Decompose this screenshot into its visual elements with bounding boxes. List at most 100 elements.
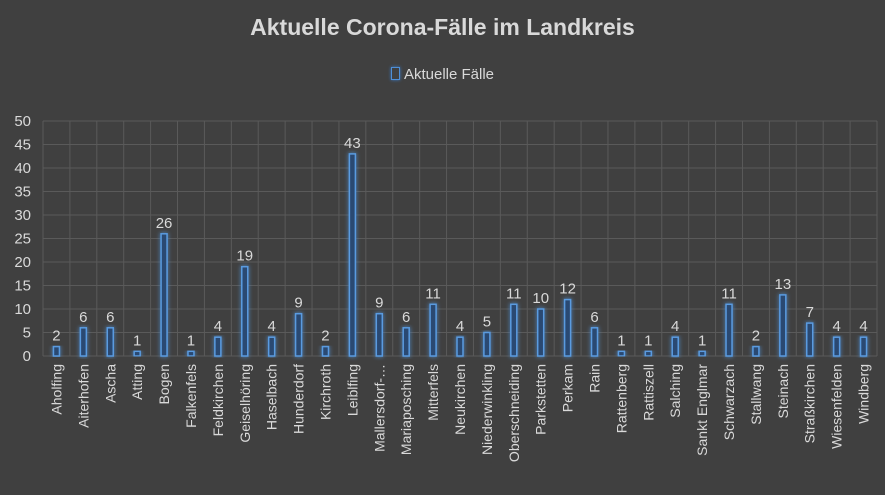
bar [536,308,545,357]
category-label: Wiesenfelden [829,364,845,449]
bar [160,233,168,357]
data-label: 10 [532,290,549,307]
data-label: 12 [559,281,576,298]
data-label: 4 [456,318,464,335]
category-label: Perkam [560,364,576,412]
bar [79,327,88,357]
data-label: 4 [859,318,867,335]
category-label: Aholfing [48,364,64,415]
category-label: Mallersdorf-… [371,364,387,452]
bar [805,322,814,357]
bar [725,303,733,357]
bar [671,336,679,357]
data-label: 1 [187,332,195,349]
data-label: 11 [425,285,441,302]
category-label: Stallwang [748,364,764,425]
data-label: 9 [294,295,302,312]
data-label: 1 [617,332,625,349]
data-label: 7 [806,304,814,321]
bar [348,153,357,357]
data-label: 43 [344,135,361,152]
y-tick-label: 10 [14,301,31,318]
bar [187,350,195,357]
data-label: 19 [236,248,253,265]
bar [590,327,599,357]
data-label: 4 [671,318,679,335]
data-label: 9 [375,295,383,312]
category-label: Aiterhofen [75,364,91,428]
bar [241,265,249,357]
category-label: Atting [129,364,145,400]
y-tick-label: 35 [14,184,31,201]
data-label: 1 [644,332,652,349]
bar [617,350,626,357]
category-label: Feldkirchen [210,364,226,436]
bar [859,336,868,357]
bar [133,350,141,357]
y-tick-label: 30 [14,207,31,224]
bar [267,336,276,357]
bar [321,345,330,357]
bar [294,312,303,357]
bar [644,350,653,357]
category-label: Parkstetten [533,364,549,435]
data-label: 6 [402,309,410,326]
y-tick-label: 45 [14,137,31,154]
bar [832,336,841,357]
category-label: Schwarzach [721,364,737,440]
category-label: Mariaposching [398,364,414,455]
y-tick-label: 50 [14,113,31,130]
category-label: Niederwinkling [479,364,495,455]
data-label: 6 [79,309,87,326]
y-tick-label: 25 [14,231,31,248]
bar [106,327,115,357]
category-label: Steinach [775,364,791,418]
category-label: Haselbach [264,364,280,430]
bar [402,327,410,357]
data-label: 13 [774,276,791,293]
legend: Aktuelle Fälle [0,66,885,83]
data-label: 2 [752,328,760,345]
data-label: 6 [106,309,114,326]
y-tick-label: 5 [23,325,31,342]
data-label: 1 [698,332,706,349]
data-label: 11 [721,285,737,302]
bar [456,336,464,357]
data-label: 1 [133,332,141,349]
category-label: Mitterfels [425,364,441,421]
category-label: Rattenberg [613,364,629,433]
bar [698,350,706,357]
data-label: 4 [832,318,840,335]
category-label: Kirchroth [317,364,333,420]
bar [483,331,491,357]
data-label: 6 [590,309,598,326]
category-label: Windberg [856,364,872,424]
category-label: Falkenfels [183,364,199,428]
category-label: Bogen [156,364,172,404]
data-label: 2 [52,328,60,345]
category-label: Rattiszell [640,364,656,421]
legend-label: Aktuelle Fälle [403,66,495,83]
category-label: Rain [587,364,603,393]
bar [52,345,61,357]
category-label: Geiselhöring [237,364,253,443]
y-tick-label: 15 [14,278,31,295]
data-label: 5 [483,314,491,331]
y-tick-label: 40 [14,160,31,177]
bar [752,345,760,357]
bar [779,294,787,357]
data-label: 4 [268,318,276,335]
bar [214,336,222,357]
category-label: Neukirchen [452,364,468,435]
category-label: Leiblfing [344,364,360,416]
bar [375,312,384,357]
legend-swatch-icon [390,67,400,80]
category-label: Oberschneiding [506,364,522,462]
category-label: Salching [667,364,683,418]
data-label: 11 [506,285,522,302]
bar [563,298,572,357]
y-tick-label: 20 [14,254,31,271]
data-label: 2 [321,328,329,345]
